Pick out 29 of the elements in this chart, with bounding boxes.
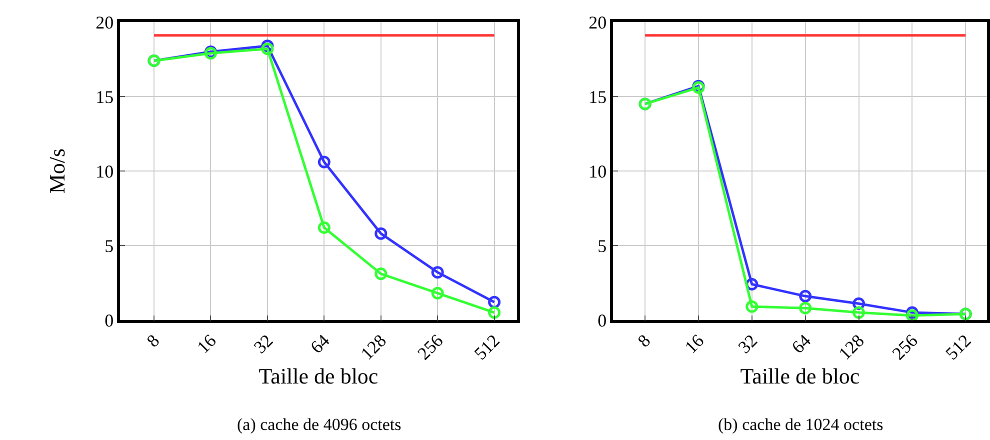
- y-tick-label: 5: [104, 236, 114, 256]
- x-tick-label: 64: [788, 330, 815, 358]
- y-tick-label: 0: [598, 310, 607, 330]
- x-tick-label: 512: [470, 330, 504, 364]
- x-tick-label: 16: [680, 330, 708, 358]
- x-tick-label: 8: [142, 330, 164, 351]
- y-axis-title: Mo/s: [44, 148, 70, 194]
- x-tick-label: 8: [634, 330, 654, 351]
- x-axis-title: Taille de bloc: [740, 364, 860, 389]
- y-tick-label: 10: [96, 161, 114, 182]
- x-tick-label: 32: [734, 330, 762, 358]
- y-tick-label: 15: [96, 86, 114, 107]
- x-tick-label: 512: [942, 330, 975, 364]
- y-tick-label: 0: [104, 310, 114, 330]
- x-tick-label: 256: [414, 330, 447, 364]
- x-tick-label: 128: [356, 330, 390, 364]
- text: (b) cache de 1024 octets: [718, 415, 884, 434]
- y-tick-label: 10: [588, 161, 607, 182]
- x-tick-label: 64: [306, 330, 334, 358]
- x-tick-label: 256: [888, 330, 922, 364]
- y-tick-label: 20: [588, 12, 607, 32]
- y-tick-label: 5: [598, 236, 607, 256]
- x-tick-label: 128: [834, 330, 868, 364]
- y-tick-label: 15: [588, 86, 607, 107]
- x-tick-label: 16: [193, 330, 220, 358]
- x-tick-label: 32: [250, 330, 277, 358]
- x-axis-title: Taille de bloc: [258, 364, 378, 389]
- text: (a) cache de 4096 octets: [237, 415, 402, 434]
- y-tick-label: 20: [96, 12, 114, 32]
